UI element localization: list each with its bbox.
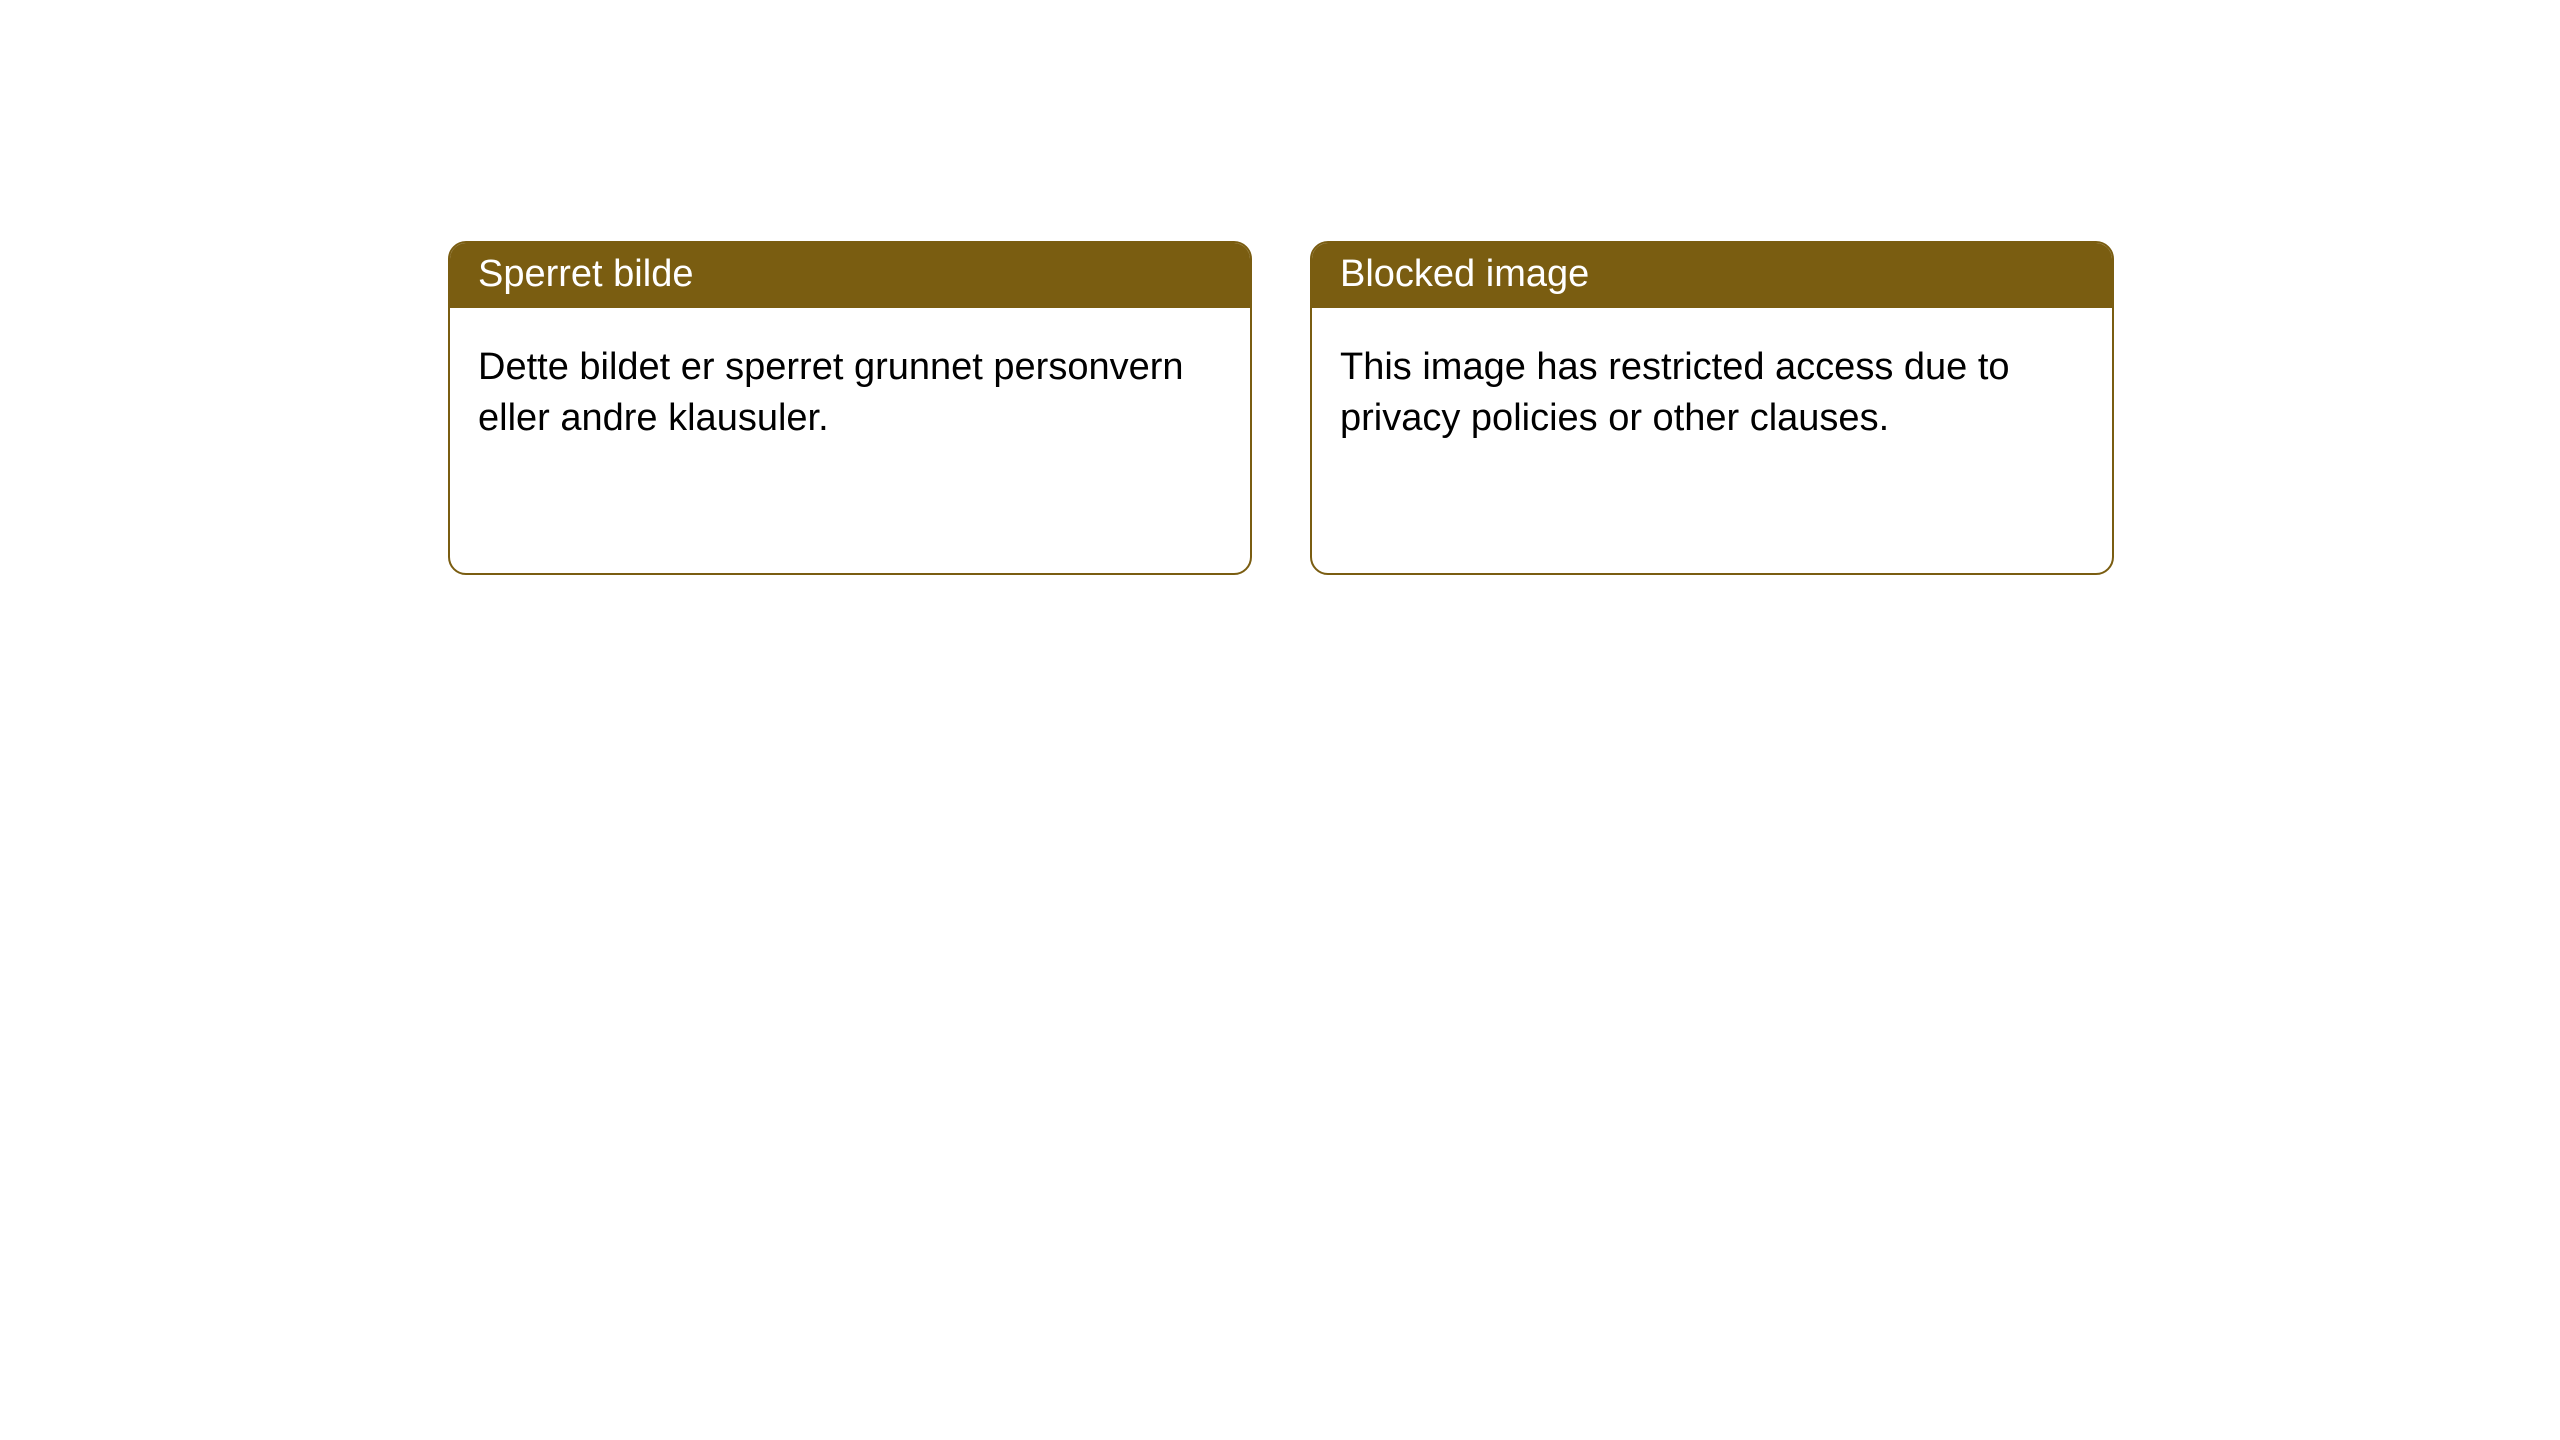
blocked-image-card-no: Sperret bilde Dette bildet er sperret gr… <box>448 241 1252 575</box>
card-title: Blocked image <box>1340 253 1589 295</box>
blocked-image-card-en: Blocked image This image has restricted … <box>1310 241 2114 575</box>
card-text: This image has restricted access due to … <box>1340 346 2010 439</box>
card-header: Sperret bilde <box>450 243 1250 308</box>
card-body: This image has restricted access due to … <box>1312 308 2112 479</box>
blocked-image-notice-container: Sperret bilde Dette bildet er sperret gr… <box>448 241 2114 575</box>
card-header: Blocked image <box>1312 243 2112 308</box>
card-title: Sperret bilde <box>478 253 693 295</box>
card-text: Dette bildet er sperret grunnet personve… <box>478 346 1184 439</box>
card-body: Dette bildet er sperret grunnet personve… <box>450 308 1250 479</box>
